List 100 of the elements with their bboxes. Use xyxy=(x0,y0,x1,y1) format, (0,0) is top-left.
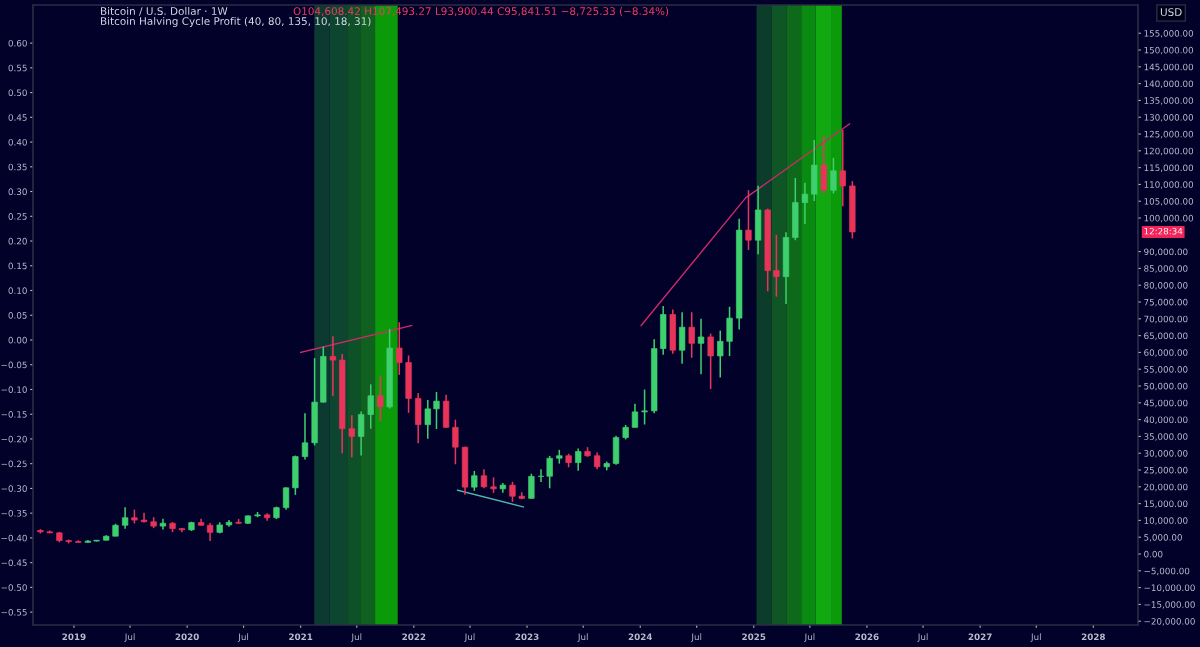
y-tick-label: 0.10 xyxy=(8,287,27,294)
y2-tick-label: −5,000.00 xyxy=(1144,567,1190,576)
x-tick-label: Jul xyxy=(690,633,702,642)
y2-tick-label: 45,000.00 xyxy=(1143,399,1188,408)
y2-tick-label: 100,000.00 xyxy=(1144,214,1194,223)
text: Bitcoin Halving Cycle Profit (40, 80, 135, 10, 18, 31) xyxy=(101,16,371,28)
y-tick-label: −0.45 xyxy=(1,559,27,567)
candlestick xyxy=(745,189,752,251)
candlestick xyxy=(688,311,695,359)
y-tick-label: 0.00 xyxy=(8,336,27,344)
y2-tick-label: 25,000.00 xyxy=(1144,466,1188,475)
y-tick-label: 0.40 xyxy=(8,138,27,146)
candlestick xyxy=(452,418,459,466)
y2-tick-label: −20,000.00 xyxy=(1144,618,1195,626)
x-tick-label: Jul xyxy=(464,633,475,642)
y-tick-label: −0.40 xyxy=(1,534,27,542)
candlestick xyxy=(678,311,686,365)
x-tick-label: 2028 xyxy=(1081,633,1105,641)
candlestick xyxy=(631,403,639,429)
chart-title: Bitcoin / U.S. Dollar · 1W xyxy=(101,6,228,16)
y2-tick-label: 75,000.00 xyxy=(1144,298,1188,307)
candlestick xyxy=(641,388,648,426)
y-tick-label: 0.35 xyxy=(8,163,27,171)
x-tick-label: 2023 xyxy=(515,633,539,641)
y2-tick-label: 115,000.00 xyxy=(1144,164,1194,172)
y-tick-label: 0.45 xyxy=(8,114,27,121)
x-tick-label: Jul xyxy=(804,633,815,642)
y-tick-label: −0.15 xyxy=(1,411,27,418)
y2-tick-label: 110,000.00 xyxy=(1144,181,1194,189)
y2-tick-label: −15,000.00 xyxy=(1144,601,1195,609)
y2-tick-label: 155,000.00 xyxy=(1144,30,1194,38)
candlestick xyxy=(377,375,384,422)
y2-tick-label: 40,000.00 xyxy=(1143,416,1188,424)
y-tick-label: 0.15 xyxy=(8,262,27,270)
x-tick-label: Jul xyxy=(577,633,588,642)
candlestick xyxy=(801,181,809,225)
y-tick-label: 0.05 xyxy=(8,312,27,319)
candlestick xyxy=(546,455,553,490)
x-tick-label: 2020 xyxy=(175,633,199,641)
y2-tick-label: 140,000.00 xyxy=(1144,80,1194,88)
y2-tick-label: 120,000.00 xyxy=(1144,147,1194,156)
y-tick-label: −0.10 xyxy=(1,386,27,393)
candlestick xyxy=(773,234,780,298)
candlestick xyxy=(121,506,129,530)
y-tick-label: −0.20 xyxy=(1,435,27,443)
candlestick xyxy=(537,468,545,483)
y2-tick-label: 150,000.00 xyxy=(1144,46,1194,55)
candlestick xyxy=(348,414,355,459)
y2-tick-label: 30,000.00 xyxy=(1144,450,1188,458)
y2-tick-label: 20,000.00 xyxy=(1144,483,1188,492)
candlestick xyxy=(707,332,714,390)
x-tick-label: 2026 xyxy=(855,633,879,641)
y2-tick-label: 125,000.00 xyxy=(1144,130,1194,139)
y-tick-label: −0.05 xyxy=(1,361,27,369)
candlestick xyxy=(717,329,724,379)
y2-tick-label: 85,000.00 xyxy=(1144,265,1188,273)
candlestick xyxy=(471,470,478,492)
x-tick-label: Jul xyxy=(1030,633,1041,642)
y-tick-label: 0.20 xyxy=(8,237,27,245)
candlestick xyxy=(367,383,374,430)
candlestick xyxy=(282,486,290,511)
x-tick-label: Jul xyxy=(351,633,362,642)
candlestick xyxy=(839,129,846,208)
candlestick xyxy=(697,318,705,376)
y2-tick-label: 50,000.00 xyxy=(1144,382,1188,391)
y2-tick-label: 145,000.00 xyxy=(1144,63,1194,72)
candlestick xyxy=(509,481,516,503)
candlestick xyxy=(433,391,440,430)
annotation: O104,608.42 H107,493.27 L93,900.44 C95,841.51 −8,725.33 (−8.34%) xyxy=(293,6,669,17)
x-tick-label: 2024 xyxy=(628,633,653,641)
candlestick xyxy=(329,335,337,397)
y2-axis-title: USD xyxy=(1160,8,1182,17)
y2-tick-label: 90,000.00 xyxy=(1144,248,1188,256)
y2-tick-label: 65,000.00 xyxy=(1144,332,1188,340)
y-tick-label: 0.25 xyxy=(8,213,27,220)
candlestick xyxy=(301,412,309,461)
x-tick-label: Jul xyxy=(237,633,249,642)
text: 12:28:34 xyxy=(1144,227,1183,235)
x-tick-label: 2019 xyxy=(62,633,86,641)
y2-tick-label: 60,000.00 xyxy=(1144,349,1188,357)
y2-tick-label: 55,000.00 xyxy=(1144,366,1188,374)
y2-tick-label: 70,000.00 xyxy=(1144,315,1188,324)
candlestick xyxy=(480,468,488,489)
y-tick-label: −0.30 xyxy=(1,485,27,492)
y2-tick-label: 0.00 xyxy=(1144,550,1163,558)
y2-tick-label: 5,000.00 xyxy=(1144,534,1182,542)
x-tick-label: 2021 xyxy=(289,633,313,641)
x-tick-label: Jul xyxy=(917,633,928,642)
y2-tick-label: 35,000.00 xyxy=(1144,433,1188,441)
y-tick-label: 0.50 xyxy=(8,89,27,97)
candlestick xyxy=(396,321,403,376)
candlestick xyxy=(357,410,365,457)
candlestick xyxy=(528,472,535,500)
y-tick-label: −0.50 xyxy=(1,584,27,591)
candlestick xyxy=(726,305,733,357)
y-tick-label: 0.55 xyxy=(8,64,27,72)
y2-tick-label: 130,000.00 xyxy=(1144,114,1194,122)
y2-tick-label: −10,000.00 xyxy=(1144,584,1195,592)
y2-tick-label: 105,000.00 xyxy=(1144,198,1194,206)
y-tick-label: 0.60 xyxy=(8,39,27,47)
